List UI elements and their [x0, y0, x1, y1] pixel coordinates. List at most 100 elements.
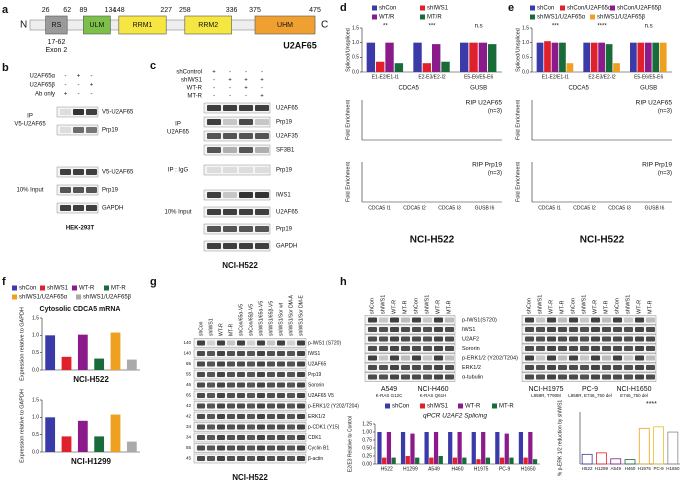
- band: [267, 435, 275, 440]
- lane-label: WT-R: [435, 300, 441, 314]
- band: [287, 372, 295, 377]
- panel-label: d: [340, 2, 347, 14]
- bar: [386, 432, 392, 464]
- mw-label: 46: [186, 382, 192, 387]
- band: [267, 382, 275, 388]
- band: [255, 105, 269, 111]
- mw-label: 65: [186, 393, 192, 398]
- y-tick-label: 1.5: [32, 397, 39, 403]
- band: [207, 382, 215, 388]
- band: [423, 346, 432, 351]
- legend-swatch: [76, 294, 81, 300]
- chart-note: (n=3): [488, 109, 502, 115]
- band: [547, 327, 556, 332]
- band-label: IWS1: [462, 327, 475, 333]
- y-tick-label: 0.50: [362, 445, 372, 451]
- position-label: 26: [42, 7, 50, 14]
- bar: [45, 335, 56, 370]
- band: [602, 336, 611, 342]
- bar: [495, 432, 500, 464]
- mutation-label: L858R, E746_750 del: [568, 393, 612, 398]
- band: [536, 365, 545, 370]
- blot-frame: [521, 315, 657, 325]
- band: [207, 147, 221, 153]
- chart-title: RIP Prp19: [472, 162, 502, 169]
- band: [536, 317, 545, 323]
- condition-label: MT-R: [187, 94, 202, 100]
- lane-label: shIWS1: [581, 295, 587, 314]
- band-label: Sororin: [308, 382, 324, 388]
- band: [646, 327, 655, 332]
- y-tick-label: 1.25: [362, 421, 372, 427]
- band: [368, 317, 377, 323]
- band: [197, 403, 205, 409]
- lane-label: shCon/65α-V5: [238, 304, 244, 336]
- band: [237, 456, 245, 461]
- mw-label: 55: [186, 372, 192, 377]
- bar: [366, 42, 376, 72]
- chart-note: (n=3): [658, 171, 672, 177]
- band: [401, 336, 410, 342]
- band: [217, 382, 225, 388]
- band: [197, 340, 205, 346]
- x-tick-label: E5-E6/E5-E6: [634, 74, 663, 80]
- lane-label: shCon: [413, 298, 419, 314]
- lane-label: WT-R: [636, 300, 642, 314]
- lane-label: shCon: [369, 298, 375, 314]
- band: [368, 355, 377, 361]
- band: [227, 340, 235, 346]
- x-tick-label: H460: [625, 466, 636, 471]
- band: [525, 355, 534, 361]
- band: [267, 456, 275, 461]
- band: [207, 209, 221, 215]
- band-label: p-ERK1/2 (Y202/T204): [308, 403, 359, 409]
- band: [223, 119, 237, 125]
- band: [207, 445, 215, 451]
- legend-swatch: [590, 14, 595, 20]
- band: [267, 340, 275, 346]
- band: [227, 403, 235, 409]
- band: [569, 336, 578, 342]
- x-tick-label: H522: [381, 466, 393, 472]
- y-axis-label: Expression relative to GAPDH: [19, 307, 25, 381]
- band-label: p-IWS1 (S720): [308, 340, 341, 346]
- band-label: p-ERK1/2 (Y202/T204): [462, 355, 518, 361]
- bar: [422, 63, 432, 72]
- x-tick-label: H1975: [474, 466, 489, 472]
- band-label: GAPDH: [276, 244, 297, 250]
- legend-swatch: [420, 403, 425, 409]
- band: [227, 393, 235, 398]
- legend-label: WT-R: [79, 286, 95, 292]
- band: [569, 317, 578, 323]
- legend-label: shIWS1/U2AF65β: [597, 15, 646, 21]
- bar: [566, 63, 574, 72]
- band: [255, 147, 269, 153]
- band: [60, 169, 71, 175]
- blot-frame: [364, 315, 456, 325]
- band: [646, 346, 655, 351]
- band: [635, 374, 644, 380]
- bar: [432, 44, 441, 72]
- lane-label: shIWS1/Sor wt: [278, 302, 284, 336]
- lane-label: shIWS1: [424, 295, 430, 314]
- band: [257, 351, 265, 356]
- band: [569, 346, 578, 351]
- band: [217, 361, 225, 367]
- band: [239, 105, 253, 111]
- band: [602, 355, 611, 361]
- lane-label: shCon/65β-V5: [248, 304, 254, 336]
- gene-label: CDCA5: [568, 86, 589, 92]
- bar: [61, 436, 72, 452]
- y-tick-label: 1.5: [522, 25, 529, 31]
- band: [60, 109, 71, 115]
- lane-label: WT-R: [218, 323, 224, 336]
- band: [525, 317, 534, 323]
- band: [646, 317, 655, 323]
- panel-label: g: [150, 276, 157, 288]
- band: [646, 374, 655, 380]
- band: [217, 403, 225, 409]
- band: [60, 205, 71, 211]
- band: [267, 351, 275, 356]
- bar: [391, 457, 396, 464]
